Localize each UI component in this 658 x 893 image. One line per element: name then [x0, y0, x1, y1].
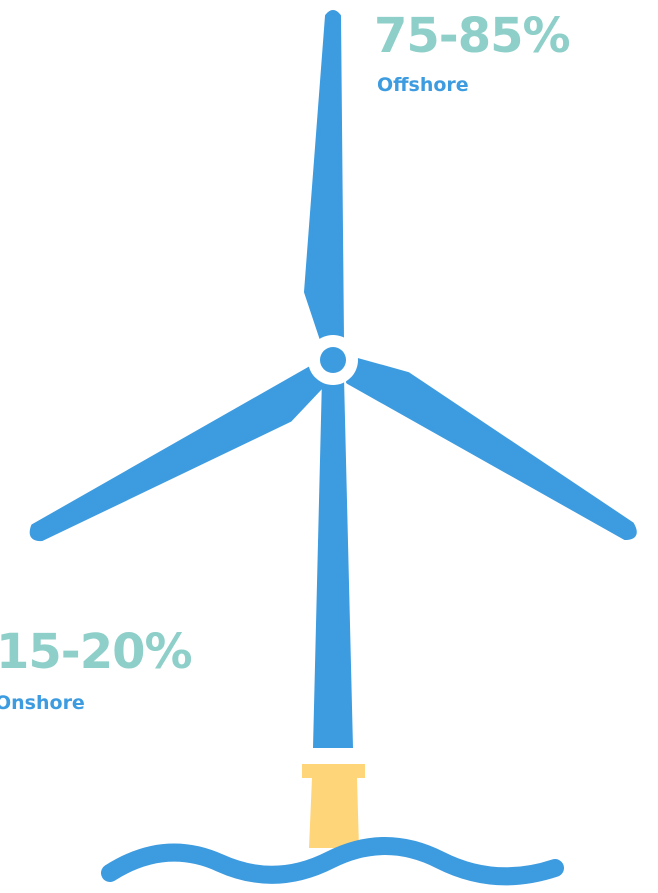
onshore-value: 15-20%	[0, 624, 192, 680]
blade-right	[348, 359, 635, 538]
wind-turbine-infographic: 75-85% Offshore 15-20% Onshore	[0, 0, 658, 893]
foundation-flange	[302, 764, 365, 778]
offshore-label: Offshore	[377, 74, 469, 96]
blade-top	[306, 12, 342, 340]
waves	[110, 846, 555, 876]
offshore-value: 75-85%	[374, 8, 570, 64]
hub	[320, 347, 346, 373]
foundation	[309, 778, 359, 848]
onshore-label: Onshore	[0, 692, 85, 714]
tower	[313, 378, 353, 748]
page: 75-85% Offshore 15-20% Onshore (() => { …	[0, 0, 658, 893]
blade-left	[32, 366, 324, 539]
